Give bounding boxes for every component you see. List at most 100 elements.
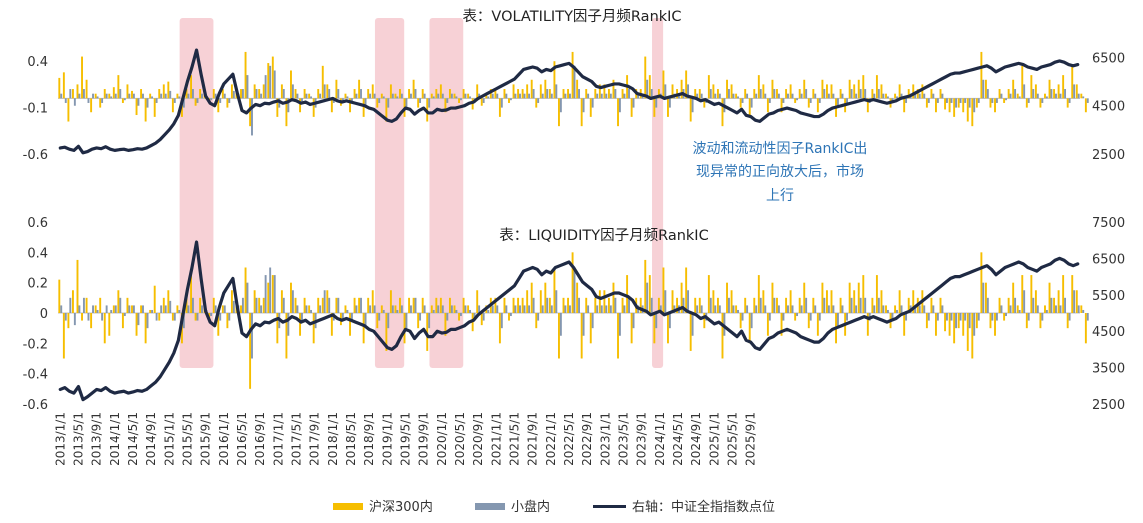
bar-volatility-smallcap-1	[60, 93, 63, 99]
bar-volatility-hs300-146	[716, 89, 719, 99]
bar-volatility-smallcap-187	[905, 98, 908, 103]
bar-volatility-hs300-186	[898, 84, 901, 99]
x-tick-35: 2024/5/1	[671, 412, 685, 466]
bar-liquidity-smallcap-103	[523, 305, 526, 313]
bar-liquidity-smallcap-99	[505, 305, 508, 313]
bar-volatility-smallcap-66	[355, 93, 358, 99]
bar-volatility-smallcap-197	[950, 98, 953, 103]
bar-liquidity-smallcap-135	[668, 313, 671, 329]
bar-liquidity-smallcap-14	[119, 297, 122, 313]
bar-liquidity-hs300-41	[240, 305, 242, 313]
bar-liquidity-hs300-189	[912, 290, 915, 313]
bar-volatility-hs300-87	[448, 89, 451, 99]
legend-label-index: 右轴：中证全指指数点位	[632, 499, 775, 515]
bar-volatility-smallcap-21	[151, 96, 154, 99]
annotation-line-1: 波动和流动性因子RankIC出	[693, 141, 868, 157]
bar-liquidity-hs300-54	[299, 313, 302, 336]
bar-liquidity-smallcap-110	[555, 290, 558, 313]
left-tick-liquidity-7: -0.6	[23, 398, 48, 413]
bar-volatility-smallcap-27	[178, 96, 181, 99]
bar-liquidity-hs300-187	[903, 313, 906, 336]
bar-volatility-hs300-99	[503, 89, 506, 99]
bar-volatility-smallcap-69	[369, 93, 372, 99]
bar-liquidity-smallcap-118	[591, 313, 594, 329]
bar-liquidity-hs300-65	[349, 313, 351, 336]
bar-liquidity-hs300-100	[508, 313, 510, 321]
bar-volatility-hs300-64	[344, 93, 347, 99]
bar-volatility-smallcap-227	[1086, 98, 1089, 103]
x-tick-36: 2024/9/1	[689, 412, 703, 466]
bar-volatility-smallcap-4	[73, 98, 76, 106]
bar-liquidity-hs300-24	[162, 297, 165, 313]
bar-volatility-smallcap-211	[1014, 89, 1017, 99]
x-tick-37: 2025/1/1	[707, 412, 721, 466]
bar-volatility-smallcap-193	[932, 93, 935, 99]
bar-liquidity-smallcap-225	[1077, 305, 1080, 313]
bar-liquidity-hs300-12	[108, 313, 111, 336]
bar-liquidity-hs300-224	[1071, 275, 1074, 313]
bar-volatility-smallcap-124	[618, 98, 621, 113]
bar-volatility-smallcap-17	[132, 93, 135, 99]
bar-liquidity-smallcap-32	[201, 305, 203, 313]
bar-liquidity-hs300-111	[558, 313, 560, 359]
bar-liquidity-smallcap-142	[700, 305, 703, 313]
bar-liquidity-smallcap-226	[1082, 309, 1085, 313]
bar-liquidity-smallcap-140	[691, 313, 694, 336]
bar-volatility-smallcap-202	[973, 98, 976, 113]
left-tick-liquidity-2: 0.4	[27, 246, 48, 261]
bar-liquidity-hs300-5	[76, 259, 79, 313]
bar-volatility-hs300-152	[744, 89, 747, 99]
bar-liquidity-smallcap-29	[187, 305, 190, 313]
bar-volatility-hs300-45	[258, 89, 261, 99]
bar-volatility-hs300-95	[485, 93, 488, 99]
bar-volatility-hs300-12	[108, 93, 111, 99]
bar-volatility-hs300-221	[1057, 84, 1060, 99]
bar-liquidity-smallcap-223	[1068, 313, 1071, 321]
bar-volatility-hs300-205	[984, 79, 987, 99]
bar-volatility-smallcap-157	[768, 98, 771, 103]
bar-liquidity-smallcap-76	[400, 305, 403, 313]
bar-liquidity-smallcap-80	[419, 313, 422, 321]
bar-liquidity-hs300-61	[330, 313, 333, 336]
chart-title-volatility: 表：VOLATILITY因子月频RankIC	[462, 8, 681, 25]
bar-volatility-smallcap-109	[550, 93, 553, 99]
x-tick-38: 2025/5/1	[726, 412, 740, 466]
bar-volatility-hs300-165	[803, 79, 806, 99]
lines-layer	[58, 48, 1080, 402]
bar-volatility-smallcap-110	[555, 84, 558, 99]
bar-liquidity-hs300-27	[176, 305, 179, 313]
bar-liquidity-hs300-50	[280, 290, 283, 313]
bar-liquidity-hs300-49	[276, 313, 279, 344]
bar-liquidity-hs300-222	[1062, 275, 1065, 313]
bar-liquidity-hs300-169	[821, 282, 824, 313]
bar-liquidity-hs300-217	[1039, 313, 1042, 329]
bar-liquidity-smallcap-6	[82, 297, 85, 313]
bar-liquidity-hs300-142	[698, 297, 701, 313]
bar-volatility-hs300-208	[998, 89, 1001, 99]
bar-liquidity-hs300-168	[816, 313, 819, 336]
bar-liquidity-hs300-170	[826, 290, 828, 313]
bar-volatility-smallcap-192	[927, 98, 930, 103]
bar-liquidity-hs300-114	[571, 252, 574, 313]
bar-liquidity-hs300-45	[258, 297, 261, 313]
bar-volatility-smallcap-5	[78, 93, 81, 99]
bar-liquidity-hs300-8	[90, 313, 93, 329]
bar-volatility-hs300-6	[81, 56, 83, 99]
bar-volatility-smallcap-151	[741, 98, 744, 103]
bar-volatility-hs300-130	[644, 56, 647, 99]
bar-liquidity-hs300-220	[1053, 297, 1056, 313]
bar-liquidity-hs300-162	[789, 290, 792, 313]
bar-volatility-smallcap-135	[668, 98, 671, 108]
bar-liquidity-smallcap-120	[600, 305, 603, 313]
bar-volatility-hs300-133	[657, 89, 660, 99]
bar-volatility-smallcap-52	[291, 84, 294, 99]
bar-volatility-smallcap-128	[637, 93, 640, 99]
bar-volatility-hs300-112	[562, 89, 565, 99]
bar-volatility-hs300-127	[630, 98, 633, 117]
bar-volatility-smallcap-115	[578, 89, 580, 99]
bar-liquidity-hs300-171	[830, 290, 833, 313]
bar-volatility-hs300-204	[980, 51, 983, 99]
bar-volatility-hs300-18	[135, 98, 138, 116]
bar-volatility-smallcap-23	[160, 93, 163, 99]
bar-liquidity-hs300-88	[453, 305, 456, 313]
